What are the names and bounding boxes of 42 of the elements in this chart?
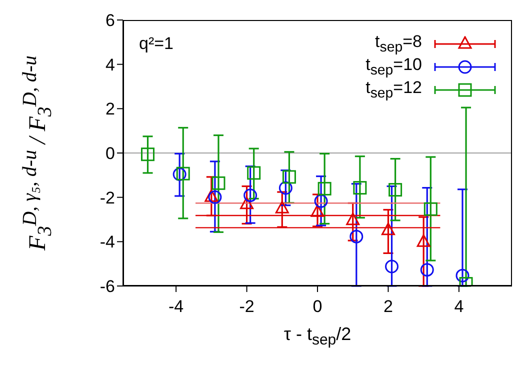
point — [310, 204, 324, 217]
point — [204, 189, 218, 202]
point — [381, 222, 395, 236]
y-tick-label: 4 — [106, 55, 115, 74]
point — [141, 148, 155, 162]
x-axis-title: τ - t$_{sep}$/2 — [282, 324, 352, 349]
point — [420, 263, 434, 277]
y-tick-label: -4 — [100, 232, 115, 252]
point — [275, 200, 289, 214]
legend-label: t$_{sep}$=10 — [366, 54, 422, 78]
point — [456, 268, 470, 282]
point — [416, 234, 430, 247]
point — [388, 183, 402, 197]
point — [385, 260, 399, 274]
y-tick-label: -2 — [100, 188, 115, 208]
point — [350, 230, 364, 244]
annotation: q²=1 — [139, 34, 174, 54]
point — [172, 168, 186, 182]
y-tick-label: 2 — [106, 100, 115, 119]
point — [278, 181, 292, 195]
point — [212, 176, 226, 190]
point — [346, 212, 360, 226]
legend-label: t$_{sep}$=12 — [366, 78, 422, 102]
point — [208, 190, 222, 204]
point — [240, 196, 254, 210]
point — [247, 166, 261, 180]
point — [244, 188, 258, 202]
x-tick-label: 2 — [383, 297, 393, 316]
x-tick-label: 0 — [312, 297, 322, 316]
point — [282, 170, 296, 184]
x-tick-label: 4 — [454, 297, 464, 316]
y-tick-label: 6 — [106, 11, 115, 30]
y-tick-label: -6 — [100, 277, 115, 296]
point — [424, 202, 438, 216]
y-tick-label: 0 — [106, 144, 115, 164]
x-tick-label: -4 — [168, 297, 184, 316]
point — [314, 194, 328, 208]
point — [318, 182, 332, 196]
x-tick-label: -2 — [239, 297, 254, 316]
point — [176, 166, 190, 180]
point — [353, 181, 367, 195]
legend-label: t$_{sep}$=8 — [375, 32, 422, 56]
